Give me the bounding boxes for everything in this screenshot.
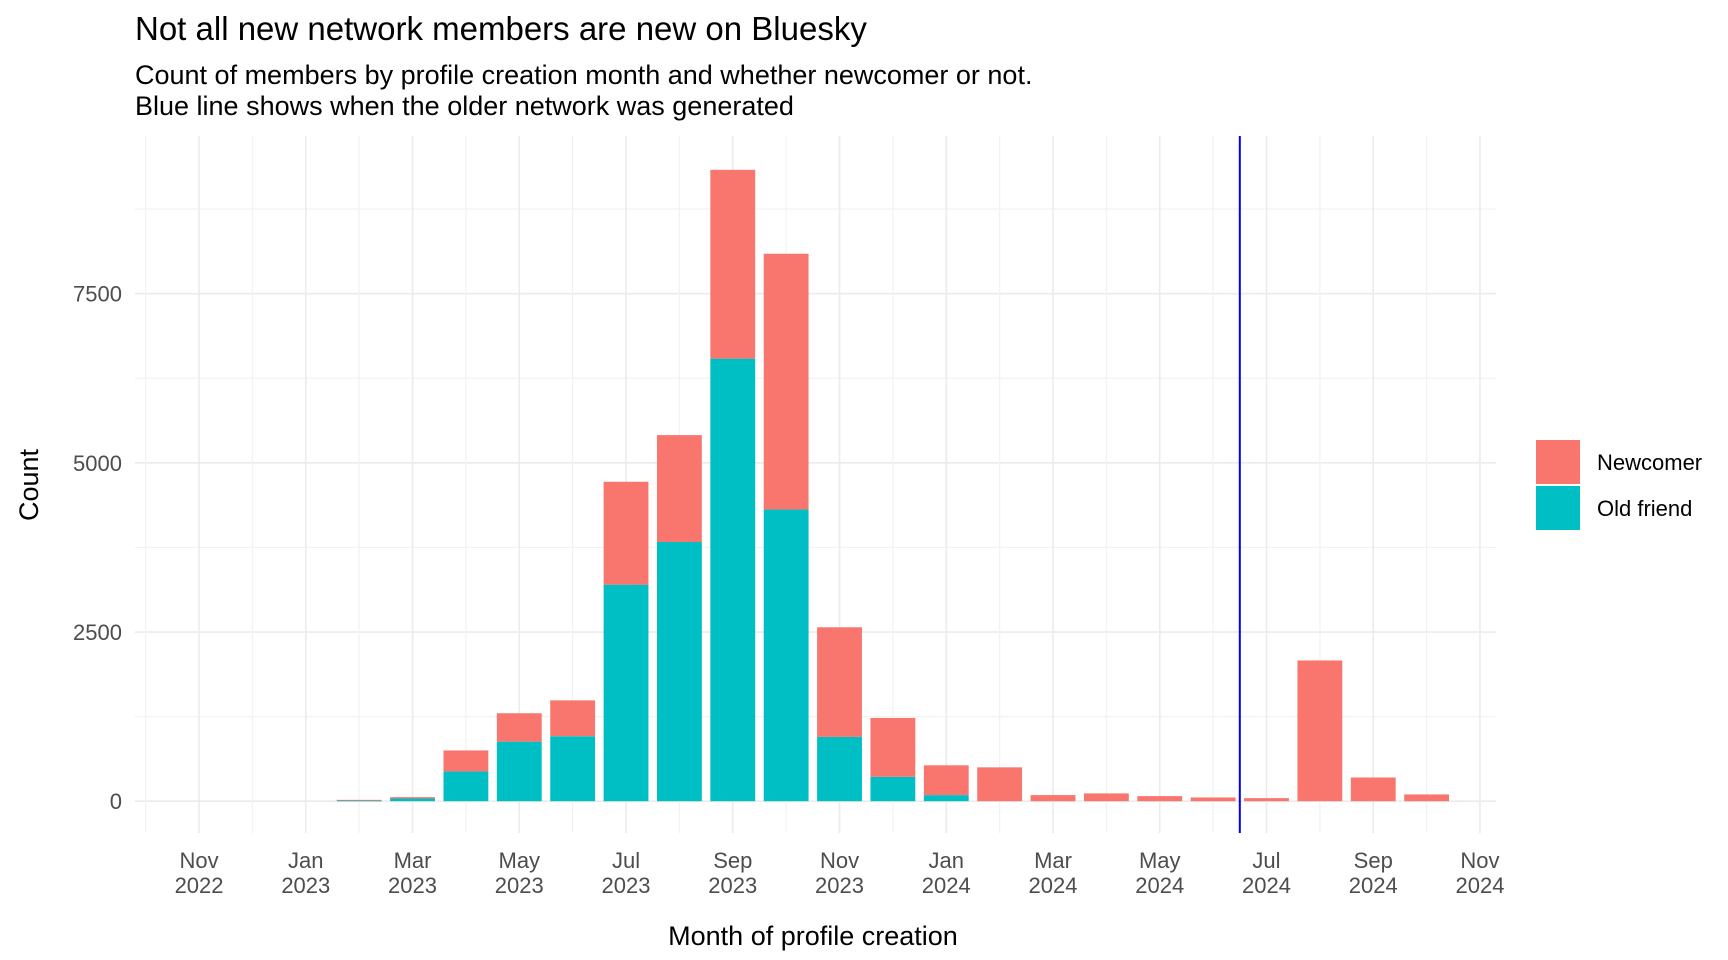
x-tick-label: Sep (713, 848, 752, 873)
bar-old-friend-2023-11 (817, 736, 862, 802)
bar-newcomer-2024-04 (1083, 793, 1129, 802)
x-tick-label: 2023 (708, 873, 757, 898)
bar-old-friend-2023-09 (710, 358, 756, 802)
bar-newcomer-2024-08 (1297, 660, 1343, 802)
chart-title: Not all new network members are new on B… (135, 10, 867, 47)
chart-subtitle: Count of members by profile creation mon… (135, 60, 1032, 122)
x-tick-label: 2023 (602, 873, 651, 898)
bar-newcomer-2024-06 (1190, 797, 1236, 802)
bar-newcomer-2023-04 (443, 750, 489, 772)
legend: Newcomer Old friend (1536, 440, 1702, 530)
x-tick-label: Mar (1034, 848, 1072, 873)
bar-newcomer-2023-11 (817, 627, 862, 737)
bar-newcomer-2024-05 (1137, 796, 1183, 802)
x-tick-label: 2023 (815, 873, 864, 898)
legend-key-old-friend (1536, 486, 1580, 530)
y-tick-label: 5000 (73, 451, 122, 476)
x-tick-label: Nov (1460, 848, 1499, 873)
bar-newcomer-2024-10 (1404, 794, 1450, 802)
bar-newcomer-2024-07 (1244, 798, 1289, 802)
bar-old-friend-2023-10 (763, 509, 809, 802)
bar-newcomer-2023-09 (710, 169, 756, 359)
bar-newcomer-2023-10 (763, 253, 809, 510)
bar-newcomer-2023-06 (550, 700, 596, 737)
bar-old-friend-2023-02 (336, 800, 382, 802)
bar-newcomer-2023-12 (870, 717, 916, 777)
y-tick-label: 2500 (73, 620, 122, 645)
bar-newcomer-2024-09 (1350, 777, 1396, 802)
x-tick-label: May (1139, 848, 1181, 873)
bar-newcomer-2024-03 (1030, 795, 1076, 802)
x-tick-label: Sep (1354, 848, 1393, 873)
y-tick-label: 0 (110, 789, 122, 814)
x-tick-label: May (499, 848, 541, 873)
bar-old-friend-2023-08 (656, 542, 702, 802)
bar-newcomer-2024-01 (923, 765, 969, 796)
bar-old-friend-2023-03 (390, 798, 435, 802)
bar-old-friend-2023-04 (443, 771, 489, 802)
bar-old-friend-2023-12 (870, 776, 916, 802)
x-tick-label: Nov (179, 848, 218, 873)
y-axis-title: Count (14, 448, 44, 521)
bar-old-friend-2024-01 (923, 795, 969, 802)
x-tick-label: Jan (288, 848, 323, 873)
subtitle-line-2: Blue line shows when the older network w… (135, 91, 794, 121)
x-tick-label: 2022 (175, 873, 224, 898)
bar-newcomer-2023-03 (390, 797, 435, 799)
bar-newcomer-2023-02 (336, 799, 382, 801)
bar-newcomer-2024-02 (977, 767, 1023, 802)
x-tick-label: 2024 (922, 873, 971, 898)
x-tick-label: Mar (394, 848, 432, 873)
x-tick-label: Jul (612, 848, 640, 873)
gridlines (135, 136, 1496, 833)
bar-old-friend-2023-06 (550, 736, 596, 802)
x-tick-label: 2023 (495, 873, 544, 898)
legend-label-old-friend: Old friend (1597, 496, 1692, 521)
legend-label-newcomer: Newcomer (1597, 450, 1702, 475)
x-tick-label: 2024 (1349, 873, 1398, 898)
x-tick-label: 2024 (1029, 873, 1078, 898)
x-axis-title: Month of profile creation (668, 921, 958, 951)
bar-newcomer-2023-05 (496, 713, 542, 742)
x-tick-label: 2024 (1135, 873, 1184, 898)
x-tick-label: 2023 (388, 873, 437, 898)
bar-newcomer-2023-08 (656, 435, 702, 543)
subtitle-line-1: Count of members by profile creation mon… (135, 60, 1033, 90)
x-tick-label: 2023 (281, 873, 330, 898)
bar-old-friend-2023-07 (603, 584, 649, 802)
x-tick-label: Nov (820, 848, 859, 873)
x-tick-label: Jan (929, 848, 964, 873)
bar-old-friend-2023-05 (496, 741, 542, 802)
bar-newcomer-2023-07 (603, 481, 649, 585)
x-tick-label: 2024 (1456, 873, 1505, 898)
legend-key-newcomer (1536, 440, 1580, 484)
y-tick-label: 7500 (73, 282, 122, 307)
bars (336, 169, 1450, 802)
x-tick-label: 2024 (1242, 873, 1291, 898)
x-tick-label: Jul (1252, 848, 1280, 873)
axes: 0250050007500Nov2022Jan2023Mar2023May202… (73, 282, 1504, 898)
